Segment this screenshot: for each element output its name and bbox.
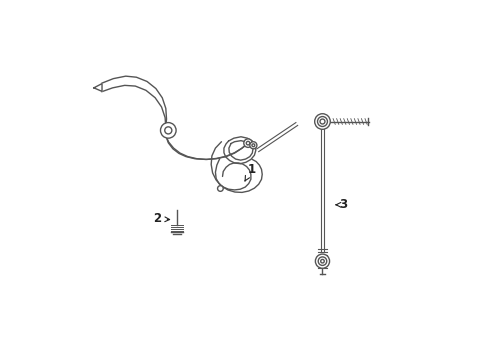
Circle shape	[244, 139, 252, 147]
Circle shape	[249, 142, 256, 149]
Circle shape	[317, 117, 327, 126]
Text: 2: 2	[153, 212, 169, 225]
Circle shape	[217, 186, 223, 192]
Circle shape	[160, 123, 176, 138]
Text: 1: 1	[244, 163, 255, 181]
Circle shape	[318, 257, 326, 265]
Polygon shape	[94, 84, 102, 91]
Circle shape	[315, 254, 329, 268]
Circle shape	[314, 114, 329, 129]
Text: 3: 3	[335, 198, 347, 211]
